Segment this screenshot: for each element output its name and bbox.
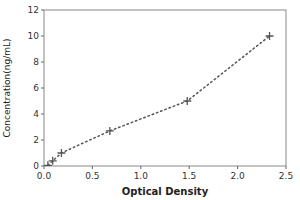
plot-area xyxy=(44,32,274,166)
x-tick xyxy=(286,166,287,169)
chart: 0.0 0.5 1.0 1.5 2.0 2.5 0 2 4 6 8 10 12 Optical Densi… xyxy=(0,0,300,200)
y-tick-label: 6 xyxy=(33,83,39,93)
data-point xyxy=(57,149,65,157)
y-tick-label: 12 xyxy=(28,5,39,15)
data-point xyxy=(106,127,114,135)
data-point xyxy=(266,32,274,40)
x-tick-label: 1.5 xyxy=(182,171,196,181)
y-tick xyxy=(41,140,44,141)
x-tick xyxy=(237,166,238,169)
x-tick xyxy=(189,166,190,169)
y-tick-label: 10 xyxy=(28,31,40,41)
data-point xyxy=(49,157,57,165)
x-tick-label: 0.5 xyxy=(85,171,99,181)
data-line xyxy=(48,36,270,165)
y-tick xyxy=(41,10,44,11)
x-tick-label: 2.0 xyxy=(230,171,245,181)
chart-container: 0.0 0.5 1.0 1.5 2.0 2.5 0 2 4 6 8 10 12 Optical Densi… xyxy=(0,0,300,200)
y-tick xyxy=(41,62,44,63)
y-tick-label: 8 xyxy=(33,57,39,67)
data-point xyxy=(44,161,52,166)
y-tick xyxy=(41,114,44,115)
plot-frame xyxy=(44,10,286,166)
y-tick xyxy=(41,166,44,167)
y-tick-label: 0 xyxy=(33,161,39,171)
x-tick xyxy=(140,166,141,169)
x-tick-label: 2.5 xyxy=(279,171,293,181)
y-tick xyxy=(41,88,44,89)
x-axis-label: Optical Density xyxy=(122,186,209,197)
y-tick xyxy=(41,36,44,37)
y-axis-label: Concentration(ng/mL) xyxy=(2,39,12,138)
y-tick-label: 2 xyxy=(33,135,39,145)
x-tick-label: 0.0 xyxy=(37,171,52,181)
data-point xyxy=(183,97,191,105)
x-tick xyxy=(92,166,93,169)
x-tick-label: 1.0 xyxy=(134,171,149,181)
y-tick-label: 4 xyxy=(33,109,39,119)
